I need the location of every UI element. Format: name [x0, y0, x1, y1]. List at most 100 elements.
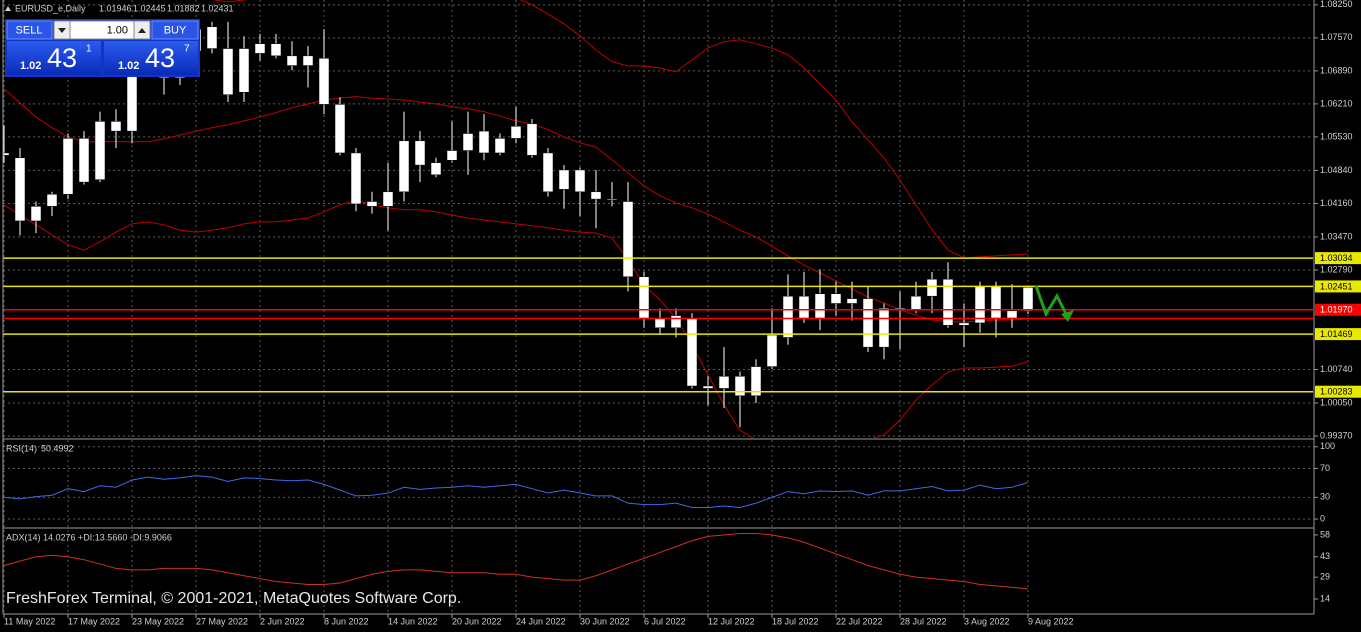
- candle-body: [926, 278, 938, 297]
- up-arrow: [138, 28, 146, 33]
- x-tick-label: 20 Jun 2022: [452, 616, 502, 626]
- candle-body: [414, 140, 426, 166]
- x-tick-label: 18 Jul 2022: [772, 616, 819, 626]
- symbol: EURUSD_e,Daily: [15, 3, 86, 13]
- candle-body: [78, 138, 90, 183]
- plot: [3, 475, 1029, 508]
- candle-body: [334, 104, 346, 154]
- y-tick-label: 1.03470: [1320, 231, 1353, 241]
- volume-value: 1.00: [107, 24, 128, 36]
- candle-body: [14, 157, 26, 222]
- x-tick-label: 17 May 2022: [68, 616, 120, 626]
- x-tick-label: 27 May 2022: [196, 616, 248, 626]
- candle-body: [654, 317, 666, 328]
- ask-box[interactable]: [104, 41, 198, 75]
- y-tick-label: 1.04160: [1320, 198, 1353, 208]
- candle-body: [62, 138, 74, 195]
- candle-body: [990, 286, 1002, 319]
- candle-body: [638, 276, 650, 319]
- buy-button[interactable]: [151, 20, 199, 40]
- y-tick-label: 1.02790: [1320, 264, 1353, 274]
- bollinger-band: [3, 199, 1029, 438]
- y-tick-label: 1.08250: [1320, 0, 1353, 9]
- sell-button[interactable]: [6, 20, 53, 40]
- level-label: 1.01970: [1320, 305, 1353, 315]
- x-tick-label: 22 Jul 2022: [836, 616, 883, 626]
- indicator-value: 50.4992: [41, 443, 74, 453]
- candle-body: [574, 169, 586, 193]
- x-tick-label: 23 May 2022: [132, 616, 184, 626]
- candle-body: [238, 48, 250, 93]
- level-label-bg: [1315, 328, 1361, 341]
- ohlc-open: 1.01946: [99, 3, 132, 13]
- sell-label: SELL: [16, 24, 43, 36]
- candle-body: [686, 317, 698, 387]
- candle-body: [462, 133, 474, 151]
- y-tick-label: 1.04840: [1320, 165, 1353, 175]
- candle-body: [798, 295, 810, 319]
- y-tick-label: 1.07570: [1320, 32, 1353, 42]
- candle-body: [1006, 310, 1018, 319]
- candle-body: [670, 315, 682, 329]
- x-tick-label: 14 Jun 2022: [388, 616, 438, 626]
- candle-body: [254, 43, 266, 54]
- candle-body: [830, 293, 842, 304]
- plot: [3, 532, 1029, 590]
- candle-body: [718, 376, 730, 389]
- candle-body: [510, 125, 522, 139]
- y-tick-label: 0: [1320, 513, 1325, 523]
- candle-body: [30, 206, 42, 222]
- ohlc-low: 1.01882: [167, 3, 200, 13]
- bid-box[interactable]: [7, 41, 101, 75]
- candle-body: [974, 286, 986, 324]
- candle-body: [302, 55, 314, 66]
- candle-body: [366, 201, 378, 207]
- trade-panel: SELL 1.00 BUY 1.02 43 1 1.02 43 7: [5, 19, 200, 77]
- y-tick-label: 1.06890: [1320, 65, 1353, 75]
- collapse-icon[interactable]: [5, 6, 11, 11]
- level-label-bg: [1315, 252, 1361, 265]
- x-tick-label: 2 Jun 2022: [260, 616, 305, 626]
- indicator-label: ADX(14) 14.0276 +DI:13.5660 -DI:9.9066: [6, 532, 172, 542]
- x-tick-label: 9 Aug 2022: [1028, 616, 1074, 626]
- candle-body: [766, 334, 778, 367]
- candle-body: [542, 152, 554, 193]
- x-tick-label: 3 Aug 2022: [964, 616, 1010, 626]
- candle-body: [558, 169, 570, 190]
- y-tick-label: 1.06210: [1320, 98, 1353, 108]
- candle-body: [318, 58, 330, 105]
- level-label-bg: [1315, 280, 1361, 293]
- candle-body: [846, 298, 858, 304]
- candle-body: [958, 322, 970, 326]
- y-tick-label: 1.00050: [1320, 397, 1353, 407]
- candle-body: [526, 123, 538, 156]
- bid-fraction: 1: [86, 44, 92, 55]
- y-tick-label: 70: [1320, 463, 1330, 473]
- candle-body: [3, 152, 10, 156]
- footer: FreshForex Terminal, © 2001-2021, MetaQu…: [6, 590, 461, 607]
- candle-body: [222, 48, 234, 95]
- level-label: 1.01469: [1320, 329, 1353, 339]
- arrow-head: [1061, 310, 1074, 322]
- y-tick-label: 30: [1320, 492, 1330, 502]
- candle-body: [126, 70, 138, 132]
- ask-prefix: 1.02: [118, 60, 139, 72]
- candle-body: [862, 298, 874, 348]
- candle-body: [942, 278, 954, 326]
- indicator-line: [3, 475, 1029, 508]
- level-label: 1.03034: [1320, 253, 1353, 263]
- candle-body: [494, 138, 506, 154]
- ask-fraction: 7: [184, 44, 190, 55]
- candle-body: [622, 201, 634, 278]
- candle-body: [110, 121, 122, 132]
- bollinger-band: [211, 0, 1029, 259]
- level-label-bg: [1315, 303, 1361, 316]
- candle-body: [814, 293, 826, 319]
- candle-body: [734, 376, 746, 396]
- candle-body: [46, 193, 58, 207]
- buy-label: BUY: [164, 24, 187, 36]
- level-label: 1.00283: [1320, 387, 1353, 397]
